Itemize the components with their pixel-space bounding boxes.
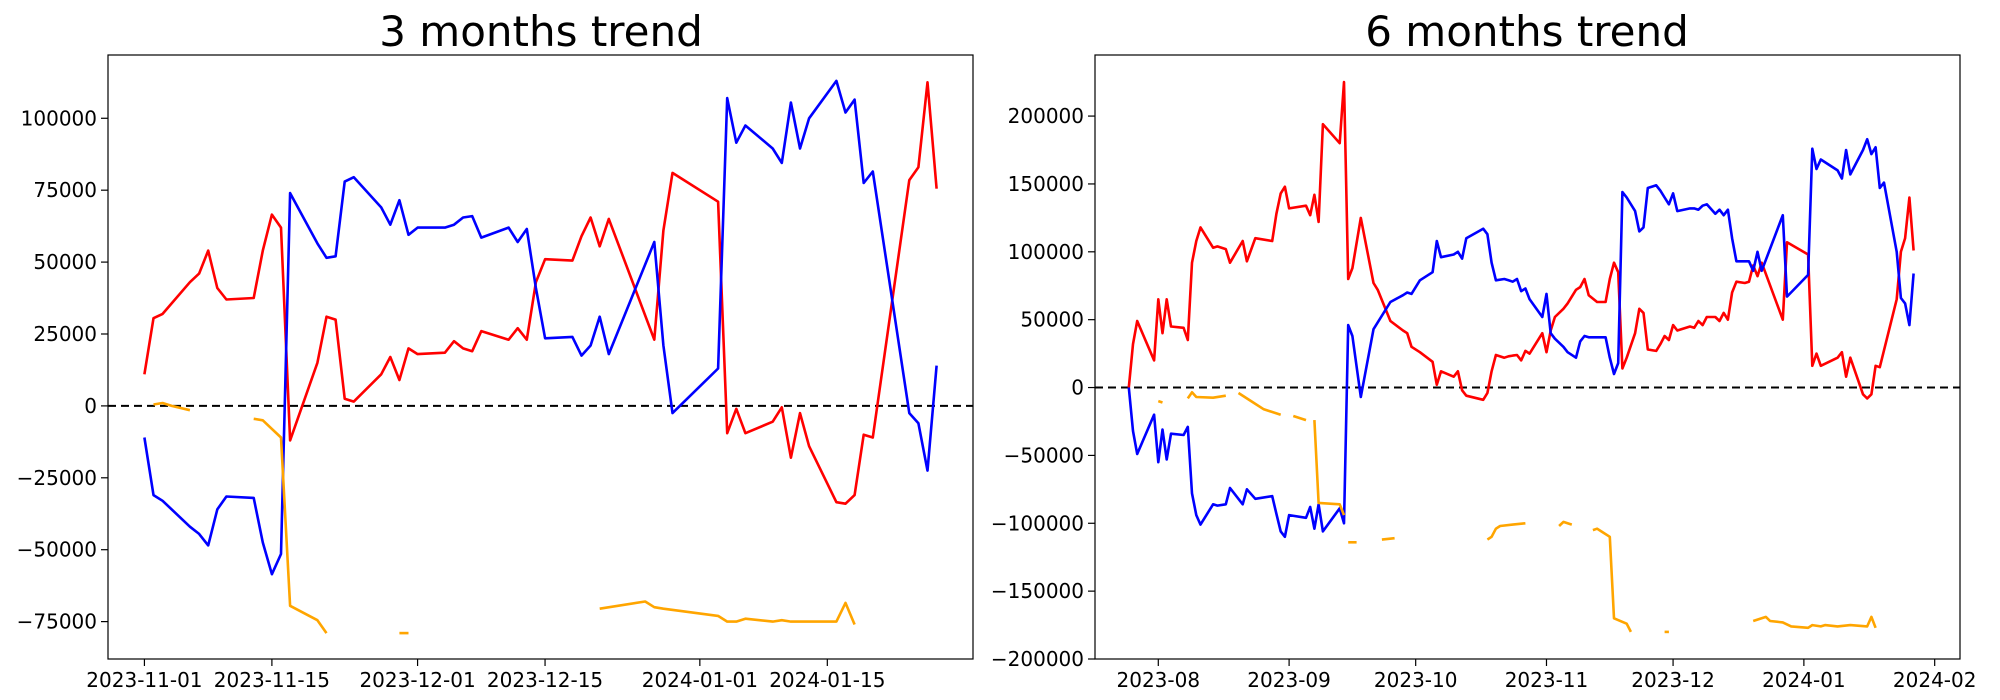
axes-frame (1094, 54, 1961, 660)
series-2-line-segment (1486, 522, 1526, 541)
chart-6-months: 6 months trend 2023-08 2023-09 2023-10 2023… (991, 7, 1977, 692)
y-tick-label: −50000 (1004, 443, 1084, 467)
y-tick-label: 150000 (1008, 172, 1084, 196)
x-tick-label: 2023-10 (1374, 668, 1458, 692)
x-tick-label: 2023-08 (1117, 668, 1201, 692)
series-0-line-segment (1127, 80, 1915, 402)
series-2-line-segment (1237, 391, 1282, 416)
x-tick-label: 2023-09 (1247, 668, 1331, 692)
series-2-line-segment (1558, 520, 1573, 527)
y-tick-label: 50000 (33, 250, 97, 274)
x-tick-label: 2023-12-15 (487, 668, 603, 692)
series-0-line-segment (143, 81, 938, 506)
y-tick-label: 25000 (33, 322, 97, 346)
series-2-line-segment (1157, 399, 1163, 404)
chart-title: 3 months trend (379, 7, 703, 56)
y-tick-label: −25000 (17, 466, 97, 490)
y-tick-label: −75000 (17, 610, 97, 634)
series-2-line-segment (599, 600, 856, 626)
x-tick-label: 2023-11 (1505, 668, 1589, 692)
y-tick-label: −50000 (17, 538, 97, 562)
chart-title: 6 months trend (1365, 7, 1689, 56)
plot-area: 2023-08 2023-09 2023-10 2023-11 2023-12 2024-… (991, 80, 1977, 692)
axes-frame (107, 54, 974, 660)
y-tick-label: 0 (1071, 376, 1084, 400)
y-tick-label: 200000 (1008, 104, 1084, 128)
x-tick-label: 2023-11-01 (86, 668, 202, 692)
x-tick-label: 2024-01 (1762, 668, 1846, 692)
series-1-line-segment (143, 79, 938, 576)
series-2-line-segment (153, 401, 191, 412)
x-tick-label: 2024-01-01 (642, 668, 758, 692)
y-tick-label: 75000 (33, 178, 97, 202)
series-2-line-segment (1752, 615, 1877, 630)
series-2-line-segment (1292, 414, 1307, 422)
y-tick-label: 100000 (21, 106, 97, 130)
x-tick-label: 2023-12-01 (359, 668, 475, 692)
y-tick-label: 0 (84, 394, 97, 418)
y-tick-label: 50000 (1020, 308, 1084, 332)
x-tick-label: 2024-02 (1893, 668, 1977, 692)
series-2-line-segment (1313, 420, 1346, 516)
x-tick-label: 2024-01-15 (769, 668, 885, 692)
series-2-line-segment (1186, 390, 1227, 400)
plot-area: 2023-11-01 2023-11-15 2023-12-01 2023-12-15… (17, 79, 973, 692)
series-2-line-segment (1592, 527, 1633, 633)
y-tick-label: −150000 (991, 579, 1084, 603)
series-1-line-segment (1127, 137, 1915, 539)
series-2-line-segment (253, 417, 328, 634)
chart-3-months: 3 months trend 2023-11-01 2023-11-15 2023-… (17, 7, 974, 692)
y-tick-label: −100000 (991, 511, 1084, 535)
y-tick-label: −200000 (991, 647, 1084, 671)
series-2-line-segment (1381, 536, 1395, 541)
y-tick-label: 100000 (1008, 240, 1084, 264)
x-tick-label: 2023-11-15 (214, 668, 330, 692)
x-tick-label: 2023-12 (1631, 668, 1715, 692)
